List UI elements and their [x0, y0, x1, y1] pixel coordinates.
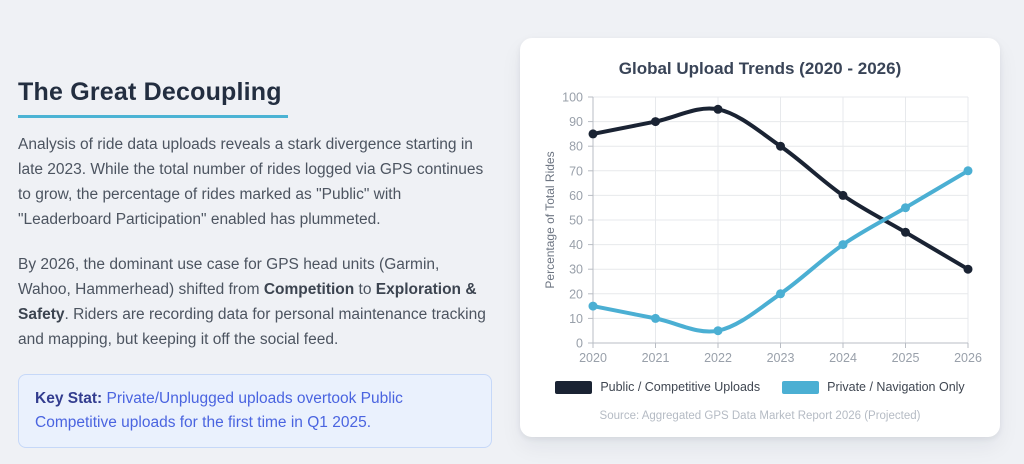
data-point[interactable]	[901, 227, 910, 237]
data-point[interactable]	[838, 240, 848, 250]
svg-text:20: 20	[569, 287, 583, 301]
svg-text:2024: 2024	[829, 351, 857, 365]
legend-swatch-private	[782, 380, 820, 394]
data-point[interactable]	[838, 190, 848, 200]
data-point[interactable]	[651, 117, 660, 127]
axis-tick-labels: 0 10 20 30 40 50 60 70 80 90 100 2020 2021 2022 2023 20…	[543, 91, 982, 366]
legend-label-private: Private / Navigation Only	[827, 380, 965, 394]
data-point[interactable]	[776, 289, 785, 299]
svg-text:30: 30	[569, 263, 583, 277]
paragraph-shift-part2: to	[354, 281, 376, 298]
series-line-private	[588, 166, 973, 336]
svg-text:70: 70	[569, 164, 583, 178]
chart-source: Source: Aggregated GPS Data Market Repor…	[599, 410, 921, 422]
svg-text:90: 90	[569, 115, 583, 129]
svg-text:2023: 2023	[767, 351, 795, 365]
svg-text:2020: 2020	[579, 351, 607, 365]
chart-title: Global Upload Trends (2020 - 2026)	[618, 59, 902, 78]
data-point[interactable]	[901, 203, 910, 213]
data-point[interactable]	[651, 313, 660, 323]
article: The Great Decoupling Analysis of ride da…	[18, 78, 492, 448]
data-point[interactable]	[963, 166, 973, 176]
y-axis-title: Percentage of Total Rides	[543, 151, 557, 288]
data-point[interactable]	[713, 104, 723, 114]
svg-text:2025: 2025	[892, 351, 920, 365]
chart-canvas[interactable]: 0 10 20 30 40 50 60 70 80 90 100 2020 2021 2022 2023 20…	[520, 88, 1000, 378]
gridlines	[592, 96, 969, 344]
legend-swatch-public	[555, 380, 593, 394]
paragraph-shift: By 2026, the dominant use case for GPS h…	[18, 252, 492, 352]
svg-text:2022: 2022	[704, 351, 732, 365]
key-stat-label: Key Stat:	[35, 390, 103, 407]
data-point[interactable]	[588, 129, 598, 139]
key-stat-text: Private/Unplugged uploads overtook Publi…	[35, 390, 403, 431]
svg-text:0: 0	[576, 337, 583, 351]
svg-text:2021: 2021	[642, 351, 670, 365]
svg-text:40: 40	[569, 238, 583, 252]
paragraph-intro: Analysis of ride data uploads reveals a …	[18, 136, 484, 228]
svg-text:100: 100	[562, 91, 583, 105]
line-chart-svg[interactable]: 0 10 20 30 40 50 60 70 80 90 100 2020 2021 2022 2023 20…	[520, 88, 1000, 378]
series-line-public	[588, 104, 973, 274]
key-stat-box: Key Stat: Private/Unplugged uploads over…	[18, 374, 492, 448]
axes	[588, 96, 969, 348]
svg-text:10: 10	[569, 312, 583, 326]
legend-item-private[interactable]: Private / Navigation Only	[782, 380, 965, 394]
paragraph-shift-bold-competition: Competition	[263, 281, 355, 298]
chart-legend: Public / Competitive Uploads Private / N…	[520, 380, 1000, 394]
data-point[interactable]	[588, 301, 598, 311]
paragraph-shift-part3: . Riders are recording data for personal…	[18, 306, 486, 348]
svg-text:80: 80	[569, 140, 583, 154]
svg-text:60: 60	[569, 189, 583, 203]
page-title: The Great Decoupling	[18, 78, 288, 118]
paragraph-shift-part1: By 2026, the dominant use case for GPS h…	[18, 256, 440, 298]
chart-card: Global Upload Trends (2020 - 2026) 0 10 20…	[520, 38, 1000, 437]
legend-item-public[interactable]: Public / Competitive Uploads	[555, 380, 760, 394]
legend-label-public: Public / Competitive Uploads	[600, 380, 761, 394]
svg-text:50: 50	[569, 214, 583, 228]
data-point[interactable]	[776, 141, 785, 151]
data-point[interactable]	[963, 264, 973, 274]
paragraph-shift-bold-exploration: Exploration & Safety	[18, 281, 477, 323]
data-point[interactable]	[713, 326, 723, 336]
svg-text:2026: 2026	[954, 351, 982, 365]
